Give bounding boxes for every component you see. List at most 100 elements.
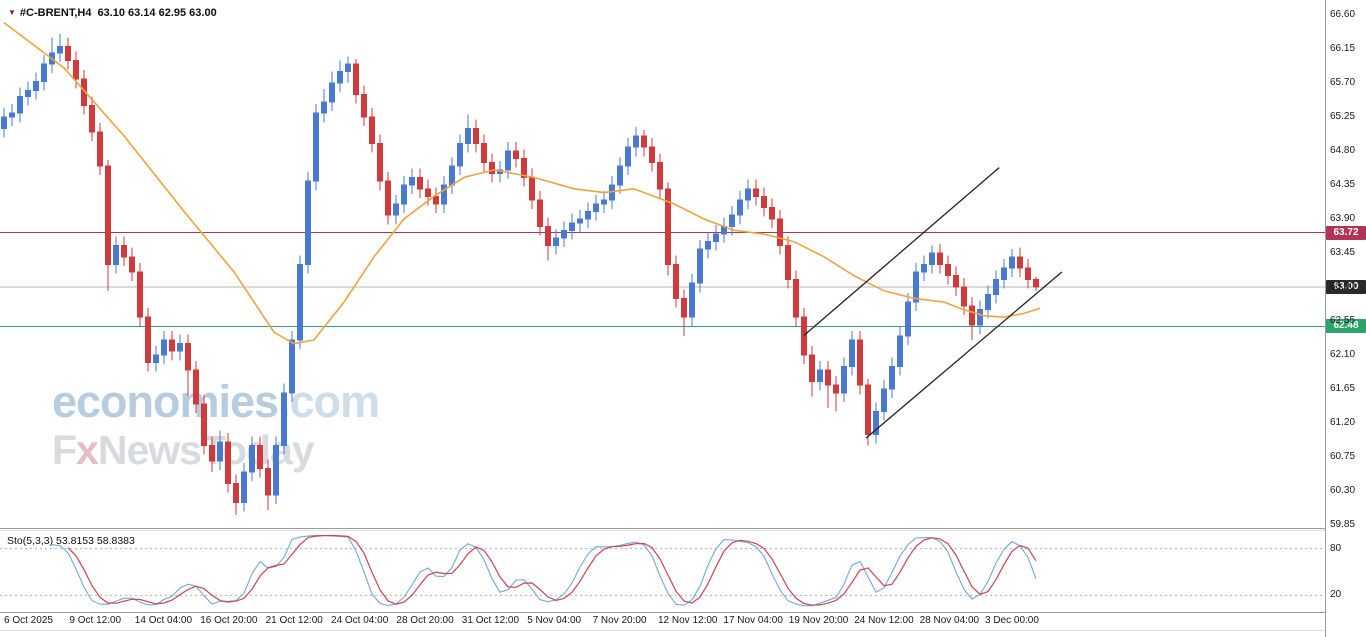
candle-body[interactable] <box>945 263 951 277</box>
candle-body[interactable] <box>745 188 751 201</box>
candle-body[interactable] <box>585 210 591 220</box>
candle-body[interactable] <box>897 335 903 367</box>
stochastic-indicator-chart[interactable] <box>0 533 1325 611</box>
candle-body[interactable] <box>393 203 399 216</box>
candle-body[interactable] <box>65 46 71 61</box>
candle-body[interactable] <box>873 411 879 435</box>
candle-body[interactable] <box>313 112 319 182</box>
candle-body[interactable] <box>537 199 543 228</box>
candle-body[interactable] <box>953 275 959 288</box>
candle-body[interactable] <box>849 339 855 367</box>
candle-body[interactable] <box>449 165 455 186</box>
candle-body[interactable] <box>201 403 207 447</box>
candle-body[interactable] <box>321 101 327 114</box>
candle-body[interactable] <box>889 365 895 390</box>
candle-body[interactable] <box>305 180 311 265</box>
candle-body[interactable] <box>529 176 535 201</box>
candle-body[interactable] <box>657 161 663 190</box>
candle-body[interactable] <box>673 263 679 299</box>
candle-body[interactable] <box>729 214 735 228</box>
candle-body[interactable] <box>705 241 711 250</box>
candle-body[interactable] <box>433 195 439 205</box>
candle-body[interactable] <box>129 256 135 273</box>
candle-body[interactable] <box>209 445 215 462</box>
candle-body[interactable] <box>833 384 839 394</box>
candle-body[interactable] <box>441 184 447 205</box>
candle-body[interactable] <box>473 127 479 144</box>
candle-body[interactable] <box>265 467 271 496</box>
candle-body[interactable] <box>713 233 719 243</box>
candle-body[interactable] <box>1009 256 1015 269</box>
candle-body[interactable] <box>161 339 167 356</box>
candle-body[interactable] <box>985 294 991 311</box>
candle-body[interactable] <box>369 116 375 144</box>
candle-body[interactable] <box>89 105 95 133</box>
candle-body[interactable] <box>41 63 47 82</box>
candle-body[interactable] <box>593 203 599 212</box>
candle-body[interactable] <box>169 339 175 352</box>
candle-body[interactable] <box>617 165 623 186</box>
candle-body[interactable] <box>625 146 631 167</box>
candle-body[interactable] <box>545 226 551 246</box>
candle-body[interactable] <box>345 63 351 73</box>
candle-body[interactable] <box>249 445 255 473</box>
candle-body[interactable] <box>1025 267 1031 280</box>
candle-body[interactable] <box>697 248 703 284</box>
trendline-2[interactable] <box>865 271 1063 439</box>
candle-body[interactable] <box>929 252 935 265</box>
candle-body[interactable] <box>977 309 983 326</box>
candle-body[interactable] <box>969 305 975 326</box>
candle-body[interactable] <box>153 354 159 364</box>
candle-body[interactable] <box>73 59 79 80</box>
candle-body[interactable] <box>97 131 103 167</box>
candle-body[interactable] <box>881 388 887 413</box>
candle-body[interactable] <box>329 82 335 103</box>
candle-body[interactable] <box>385 180 391 216</box>
candle-body[interactable] <box>857 339 863 386</box>
candle-body[interactable] <box>825 369 831 386</box>
candle-body[interactable] <box>633 135 639 148</box>
price-axis[interactable]: 63.72 63.00 62.48 66.60 66.15 65.70 65.25 64.80… <box>1325 0 1366 637</box>
candlestick-chart[interactable] <box>0 0 1325 528</box>
candle-body[interactable] <box>785 244 791 280</box>
panel-divider[interactable] <box>0 528 1366 529</box>
candle-body[interactable] <box>9 112 15 118</box>
candle-body[interactable] <box>425 188 431 197</box>
candle-body[interactable] <box>121 244 127 258</box>
candle-body[interactable] <box>777 218 783 246</box>
candle-body[interactable] <box>297 263 303 341</box>
candle-body[interactable] <box>481 142 487 163</box>
candle-body[interactable] <box>337 71 343 84</box>
candle-body[interactable] <box>601 199 607 205</box>
candle-body[interactable] <box>1017 256 1023 269</box>
candle-body[interactable] <box>185 343 191 371</box>
candle-body[interactable] <box>281 392 287 447</box>
candle-body[interactable] <box>417 176 423 190</box>
candle-body[interactable] <box>817 369 823 382</box>
candle-body[interactable] <box>217 441 223 462</box>
candle-body[interactable] <box>761 195 767 209</box>
candle-body[interactable] <box>233 482 239 503</box>
candle-body[interactable] <box>553 237 559 246</box>
candle-body[interactable] <box>105 165 111 265</box>
candle-body[interactable] <box>489 161 495 175</box>
candle-body[interactable] <box>737 199 743 216</box>
candle-body[interactable] <box>809 354 815 382</box>
candle-body[interactable] <box>33 80 39 92</box>
candle-body[interactable] <box>137 271 143 318</box>
candle-body[interactable] <box>1001 267 1007 280</box>
trendline-1[interactable] <box>803 167 1000 336</box>
candle-body[interactable] <box>649 146 655 163</box>
candle-body[interactable] <box>665 188 671 265</box>
candle-body[interactable] <box>993 278 999 296</box>
candle-body[interactable] <box>57 46 63 54</box>
candle-body[interactable] <box>241 471 247 503</box>
candle-body[interactable] <box>841 365 847 394</box>
candle-body[interactable] <box>577 218 583 224</box>
candle-body[interactable] <box>961 286 967 307</box>
candle-body[interactable] <box>145 316 151 364</box>
candle-body[interactable] <box>505 150 511 171</box>
candle-body[interactable] <box>377 142 383 182</box>
candle-body[interactable] <box>17 96 23 114</box>
candle-body[interactable] <box>681 297 687 318</box>
